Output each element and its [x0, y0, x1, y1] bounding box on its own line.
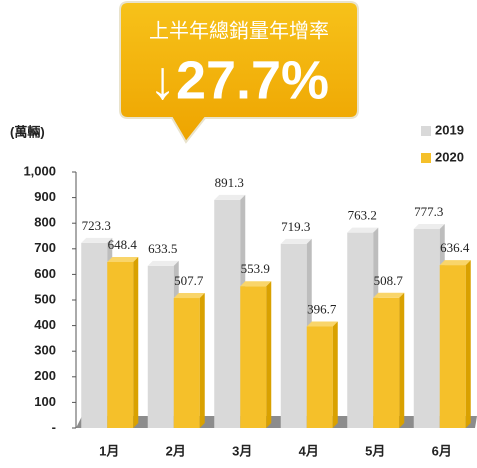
bar-top — [347, 227, 379, 233]
legend-swatch — [421, 126, 431, 136]
bar — [347, 232, 374, 428]
bar-side — [332, 321, 338, 428]
bar-top — [280, 238, 312, 244]
callout-annotation: ↓27.7% — [149, 50, 329, 110]
x-tick-label: 3月 — [232, 443, 252, 458]
bar — [413, 229, 440, 428]
bar — [107, 262, 134, 428]
value-label: 507.7 — [174, 273, 204, 288]
bar-side — [465, 260, 471, 428]
value-label: 719.3 — [281, 219, 310, 234]
bar-top — [214, 194, 246, 200]
legend-label: 2019 — [435, 122, 464, 137]
bar-top — [147, 260, 179, 266]
x-tick-label: 2月 — [166, 443, 186, 458]
bar — [439, 265, 466, 428]
bar-top — [306, 321, 338, 327]
bar-side — [399, 292, 405, 428]
y-tick-label: 1,000 — [23, 163, 56, 178]
bar-top — [81, 237, 113, 243]
bar-side — [133, 257, 139, 428]
y-tick-label: 300 — [34, 343, 56, 358]
value-label: 777.3 — [414, 204, 443, 219]
bar — [81, 242, 108, 428]
value-label: 633.5 — [148, 241, 177, 256]
bar — [147, 265, 174, 428]
value-label: 508.7 — [374, 273, 404, 288]
callout-box — [119, 1, 359, 144]
bar-top — [373, 292, 405, 298]
bar-top — [107, 257, 139, 263]
bar-side — [266, 281, 272, 428]
y-tick-label: 100 — [34, 394, 56, 409]
value-label: 553.9 — [241, 261, 270, 276]
y-tick-label: 400 — [34, 317, 56, 332]
legend-swatch — [421, 153, 431, 163]
y-tick-label: 600 — [34, 266, 56, 281]
bar — [373, 297, 400, 428]
x-tick-label: 4月 — [299, 443, 319, 458]
y-tick-label: 500 — [34, 291, 56, 306]
callout-title: 上半年總銷量年增率 — [149, 19, 329, 42]
bar-side — [199, 293, 205, 428]
x-tick-label: 6月 — [432, 443, 452, 458]
value-label: 636.4 — [440, 240, 470, 255]
bar — [240, 286, 267, 428]
value-label: 648.4 — [108, 237, 138, 252]
bar — [306, 326, 333, 428]
value-label: 723.3 — [82, 218, 111, 233]
bar-top — [413, 224, 445, 230]
y-tick-label: 200 — [34, 368, 56, 383]
y-tick-label: 900 — [34, 189, 56, 204]
y-tick-label: - — [52, 419, 56, 434]
value-label: 891.3 — [215, 175, 244, 190]
value-label: 763.2 — [348, 208, 377, 223]
y-tick-label: 800 — [34, 215, 56, 230]
value-label: 396.7 — [307, 301, 337, 316]
y-tick-label: 700 — [34, 240, 56, 255]
bar-top — [240, 281, 272, 287]
x-tick-label: 1月 — [99, 443, 119, 458]
bar — [173, 298, 200, 428]
y-axis-label: (萬輛) — [10, 124, 45, 139]
bar — [280, 243, 307, 428]
legend-label: 2020 — [435, 149, 464, 164]
x-tick-label: 5月 — [365, 443, 385, 458]
bar-top — [439, 260, 471, 266]
bar — [214, 199, 241, 428]
bar-top — [173, 293, 205, 299]
